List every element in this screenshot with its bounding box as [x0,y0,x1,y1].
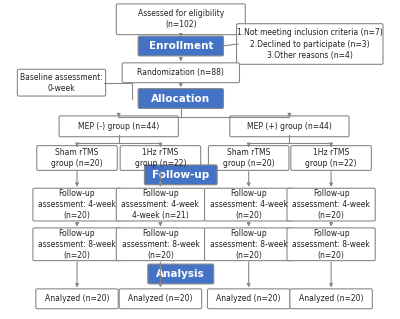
Text: Follow-up
assessment: 4-week
(n=20): Follow-up assessment: 4-week (n=20) [292,189,370,220]
Text: 1.Not meeting inclusion criteria (n=7)
2.Declined to participate (n=3)
3.Other r: 1.Not meeting inclusion criteria (n=7) 2… [237,28,383,60]
FancyBboxPatch shape [287,188,375,221]
FancyBboxPatch shape [116,4,245,34]
Text: Follow-up
assessment: 8-week
(n=20): Follow-up assessment: 8-week (n=20) [122,229,199,260]
FancyBboxPatch shape [17,69,106,96]
Text: MEP (-) group (n=44): MEP (-) group (n=44) [78,122,159,131]
FancyBboxPatch shape [37,145,117,170]
FancyBboxPatch shape [230,116,349,137]
FancyBboxPatch shape [33,188,121,221]
Text: 1Hz rTMS
group (n=22): 1Hz rTMS group (n=22) [305,148,357,168]
FancyBboxPatch shape [116,188,204,221]
FancyBboxPatch shape [59,116,178,137]
FancyBboxPatch shape [119,289,202,309]
FancyBboxPatch shape [236,24,383,64]
FancyBboxPatch shape [204,188,293,221]
FancyBboxPatch shape [291,145,371,170]
Text: Follow-up
assessment: 8-week
(n=20): Follow-up assessment: 8-week (n=20) [38,229,116,260]
Text: Follow-up: Follow-up [152,170,210,180]
FancyBboxPatch shape [122,63,240,83]
Text: 1Hz rTMS
group (n=22): 1Hz rTMS group (n=22) [135,148,186,168]
Text: Follow-up
assessment: 8-week
(n=20): Follow-up assessment: 8-week (n=20) [292,229,370,260]
Text: Follow-up
assessment: 4-week
(n=20): Follow-up assessment: 4-week (n=20) [38,189,116,220]
Text: Allocation: Allocation [151,93,210,104]
FancyBboxPatch shape [148,264,214,284]
FancyBboxPatch shape [36,289,118,309]
Text: Baseline assessment:
0-week: Baseline assessment: 0-week [20,73,103,93]
Text: Follow-up
assessment: 4-week
(n=20): Follow-up assessment: 4-week (n=20) [210,189,288,220]
Text: Assessed for eligibility
(n=102): Assessed for eligibility (n=102) [138,9,224,29]
FancyBboxPatch shape [138,36,224,56]
Text: Analyzed (n=20): Analyzed (n=20) [216,294,281,303]
Text: Analysis: Analysis [156,269,205,279]
FancyBboxPatch shape [287,228,375,261]
FancyBboxPatch shape [33,228,121,261]
Text: Analyzed (n=20): Analyzed (n=20) [45,294,109,303]
FancyBboxPatch shape [290,289,372,309]
FancyBboxPatch shape [144,165,217,185]
Text: Sham rTMS
group (n=20): Sham rTMS group (n=20) [51,148,103,168]
Text: Analyzed (n=20): Analyzed (n=20) [128,294,193,303]
Text: Follow-up
assessment: 8-week
(n=20): Follow-up assessment: 8-week (n=20) [210,229,288,260]
Text: Enrollment: Enrollment [148,41,213,51]
FancyBboxPatch shape [120,145,201,170]
FancyBboxPatch shape [208,145,289,170]
FancyBboxPatch shape [138,89,224,108]
FancyBboxPatch shape [116,228,204,261]
Text: MEP (+) group (n=44): MEP (+) group (n=44) [247,122,332,131]
FancyBboxPatch shape [208,289,290,309]
Text: Randomization (n=88): Randomization (n=88) [137,68,224,77]
Text: Sham rTMS
group (n=20): Sham rTMS group (n=20) [223,148,274,168]
Text: Analyzed (n=20): Analyzed (n=20) [299,294,363,303]
Text: Follow-up
assessment: 4-week
4-week (n=21): Follow-up assessment: 4-week 4-week (n=2… [122,189,199,220]
FancyBboxPatch shape [204,228,293,261]
